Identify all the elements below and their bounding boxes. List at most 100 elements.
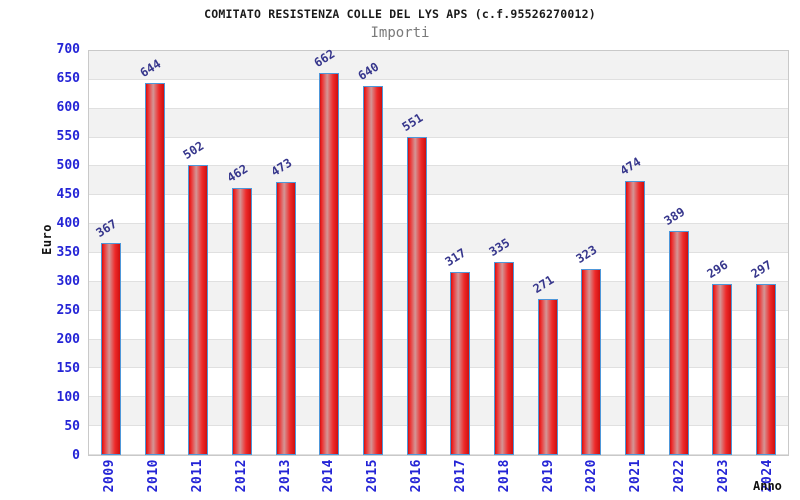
y-tick-label: 650 <box>56 71 80 86</box>
x-axis-title: Anno <box>753 479 782 493</box>
x-tick-label: 2016 <box>409 459 425 493</box>
y-tick-label: 500 <box>56 158 80 173</box>
bar-value-label: 662 <box>311 46 338 70</box>
bar-value-label: 389 <box>661 204 688 228</box>
bar-value-label: 317 <box>442 245 469 270</box>
bar <box>581 268 602 455</box>
y-tick-label: 200 <box>56 332 80 347</box>
bar <box>231 188 252 455</box>
x-tick-label: 2015 <box>365 459 381 493</box>
bar <box>319 72 340 455</box>
y-tick-label: 450 <box>56 187 80 202</box>
bar-slot: 474 <box>613 51 657 455</box>
y-tick-label: 700 <box>56 42 80 57</box>
x-tick-label: 2022 <box>671 459 687 493</box>
bar-value-label: 474 <box>617 155 644 179</box>
x-tick-label: 2017 <box>452 459 468 493</box>
bar <box>756 283 777 455</box>
x-tick-label: 2010 <box>146 459 162 493</box>
bar-slot: 473 <box>264 51 308 455</box>
y-tick-label: 100 <box>56 390 80 405</box>
y-tick-label: 350 <box>56 245 80 260</box>
bar-value-label: 297 <box>748 257 775 281</box>
chart-title: COMITATO RESISTENZA COLLE DEL LYS APS (c… <box>204 7 596 21</box>
x-axis-tick-labels: 2009 2010 2011 2012 2013 2014 2015 2016 2017 2018… <box>88 459 789 499</box>
bar <box>188 165 209 455</box>
bar-slot: 640 <box>351 51 395 455</box>
grid-band <box>89 79 788 109</box>
bar-value-label: 502 <box>180 138 207 163</box>
x-tick-slot: 2010 <box>132 459 176 499</box>
bar <box>668 230 689 455</box>
x-tick-label: 2020 <box>584 459 600 493</box>
x-tick-slot: 2021 <box>614 459 658 499</box>
bar <box>712 284 733 455</box>
x-tick-slot: 2017 <box>439 459 483 499</box>
x-tick-label: 2009 <box>102 459 118 493</box>
bar-slot: 502 <box>176 51 220 455</box>
y-tick-label: 300 <box>56 274 80 289</box>
bar-slot: 335 <box>482 51 526 455</box>
bar-slot: 644 <box>133 51 177 455</box>
bar-value-label: 296 <box>705 257 731 282</box>
x-tick-slot: 2019 <box>526 459 570 499</box>
x-tick-slot: 2012 <box>219 459 263 499</box>
bar <box>275 182 296 455</box>
x-tick-slot: 2015 <box>351 459 395 499</box>
bar <box>144 83 165 455</box>
x-tick-slot: 2022 <box>658 459 702 499</box>
bars-container: 367 644 502 462 473 662 640 551 317 335 271 323 474 3… <box>89 47 788 455</box>
bar-slot: 367 <box>89 51 133 455</box>
grid-band <box>89 51 788 80</box>
x-tick-slot: 2014 <box>307 459 351 499</box>
bar-value-label: 640 <box>355 59 382 83</box>
x-tick-label: 2012 <box>233 459 249 493</box>
bar <box>494 261 515 455</box>
y-tick-label: 0 <box>72 448 80 463</box>
x-tick-slot: 2020 <box>570 459 614 499</box>
bar <box>537 298 558 455</box>
bar-slot: 271 <box>526 51 570 455</box>
bar-slot: 462 <box>220 51 264 455</box>
y-tick-label: 50 <box>64 419 80 434</box>
x-tick-label: 2023 <box>715 459 731 493</box>
bar-value-label: 367 <box>93 216 120 241</box>
bar-slot: 323 <box>570 51 614 455</box>
grid-band <box>89 108 788 138</box>
bar-slot: 317 <box>439 51 483 455</box>
bar-value-label: 462 <box>224 162 251 186</box>
bar-value-label: 473 <box>268 155 294 180</box>
bar-slot: 662 <box>307 47 351 455</box>
y-tick-label: 600 <box>56 100 80 115</box>
x-tick-label: 2013 <box>277 459 293 493</box>
x-tick-slot: 2016 <box>395 459 439 499</box>
chart-subtitle: Importi <box>370 25 430 41</box>
y-axis-tick-labels: 0 50 100 150 200 250 300 350 400 450 500 550 600 650 7… <box>0 43 80 463</box>
bar <box>406 137 427 455</box>
y-tick-label: 400 <box>56 216 80 231</box>
y-tick-label: 250 <box>56 303 80 318</box>
y-tick-label: 150 <box>56 361 80 376</box>
bar-value-label: 335 <box>486 235 513 259</box>
bar-slot: 296 <box>701 51 745 455</box>
x-tick-slot: 2011 <box>176 459 220 499</box>
bar <box>625 181 646 455</box>
bar-value-label: 271 <box>530 272 557 296</box>
grid-band <box>89 137 788 167</box>
x-tick-slot: 2013 <box>263 459 307 499</box>
bar <box>450 272 471 455</box>
x-tick-label: 2014 <box>321 459 337 493</box>
x-tick-label: 2019 <box>540 459 556 493</box>
bar-slot: 297 <box>744 51 788 455</box>
plot-area: 367 644 502 462 473 662 640 551 317 335 271 323 474 3… <box>88 47 789 456</box>
bar <box>362 85 383 455</box>
bar-value-label: 323 <box>573 242 600 266</box>
x-tick-label: 2021 <box>628 459 644 493</box>
bar-value-label: 644 <box>137 56 163 81</box>
x-tick-slot: 2018 <box>482 459 526 499</box>
x-tick-slot: 2023 <box>701 459 745 499</box>
y-tick-label: 550 <box>56 129 80 144</box>
bar-slot: 389 <box>657 51 701 455</box>
x-tick-slot: 2009 <box>88 459 132 499</box>
